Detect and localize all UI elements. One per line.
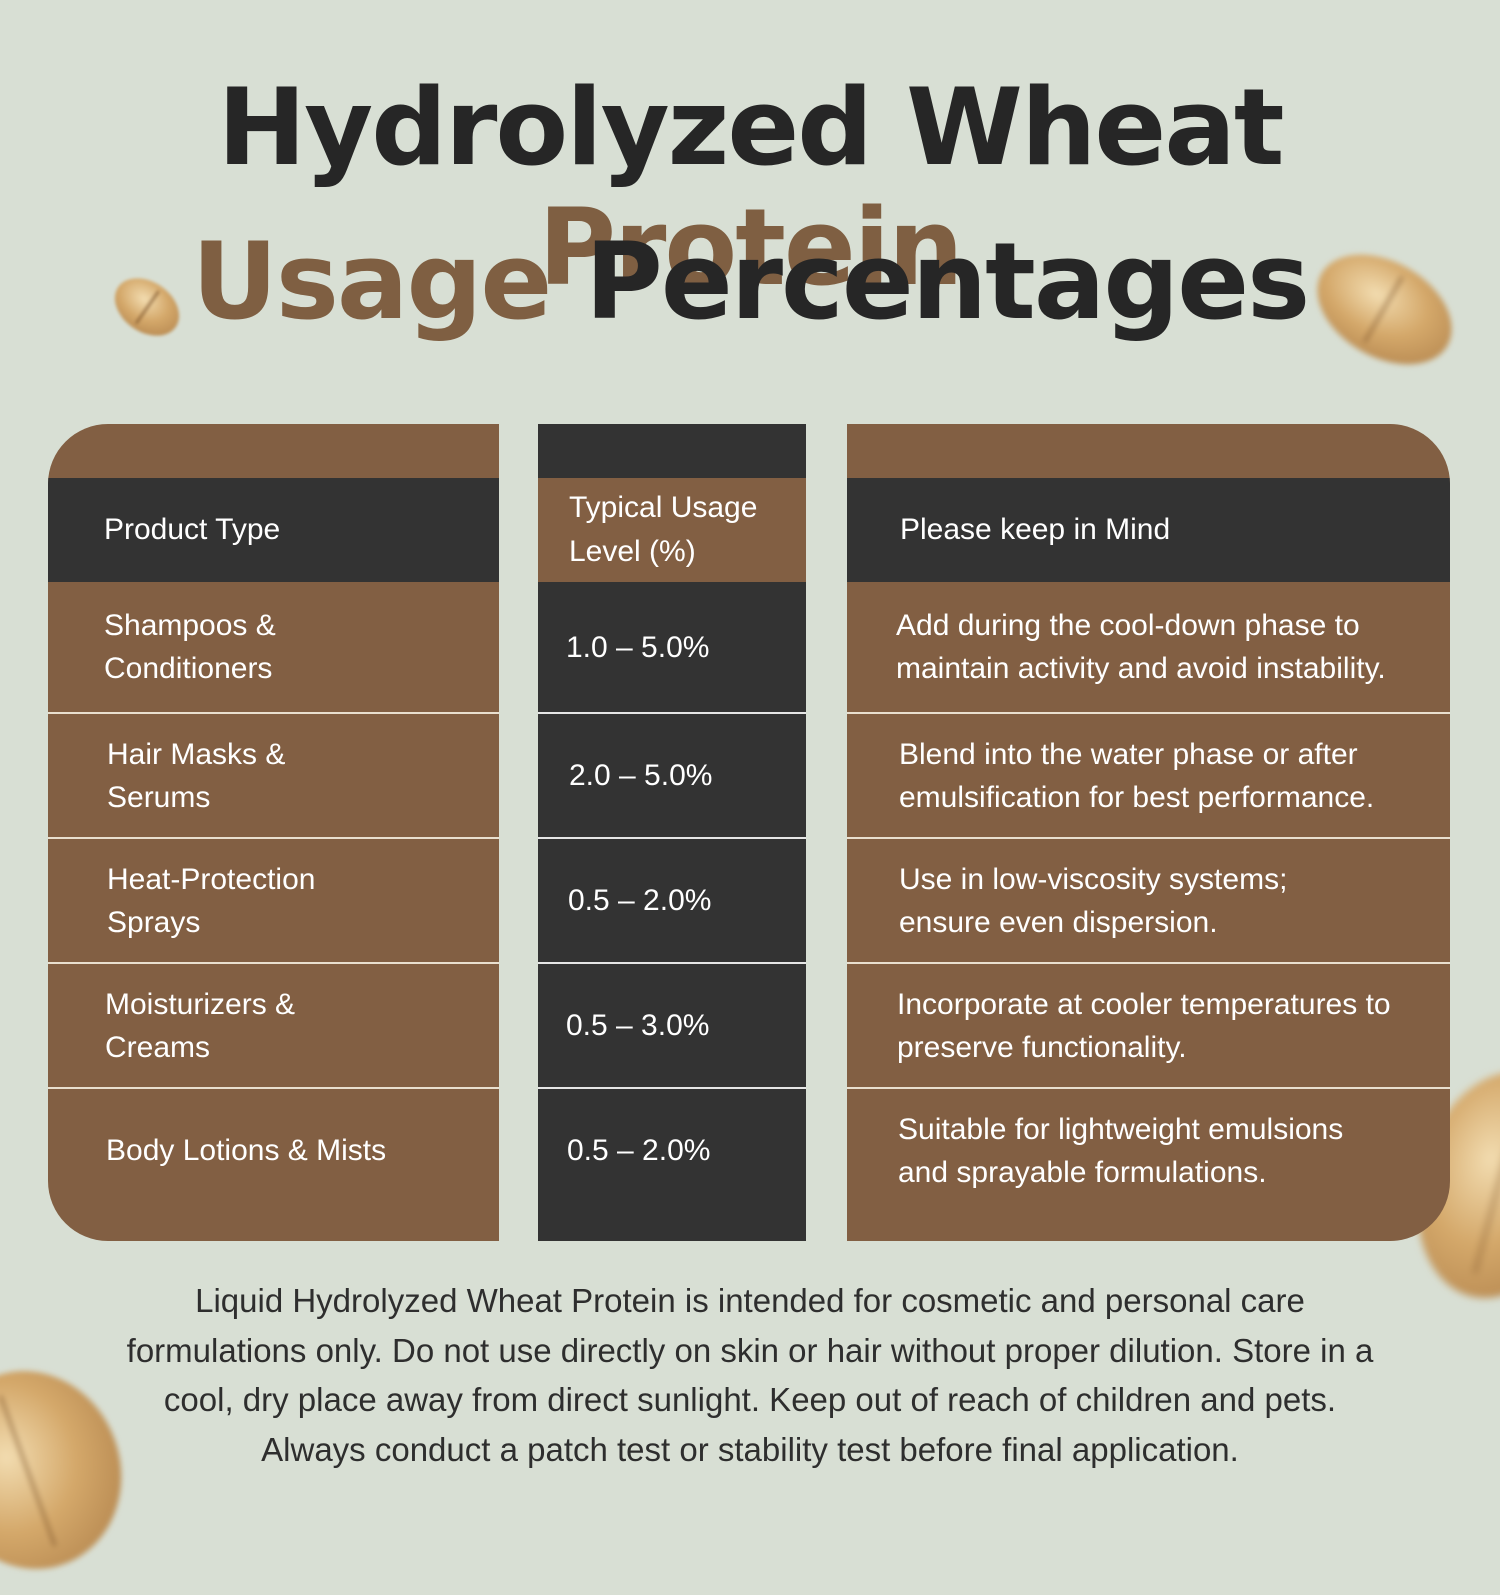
table-cell-usage: 2.0 – 5.0% [538, 712, 806, 837]
title-dark-text: Percentages [585, 220, 1310, 343]
table-cell-note: Suitable for lightweight emulsions and s… [847, 1087, 1450, 1212]
cell-text: 0.5 – 2.0% [567, 1134, 711, 1167]
table-cell-usage: 0.5 – 2.0% [538, 837, 806, 962]
disclaimer-line: Liquid Hydrolyzed Wheat Protein is inten… [195, 1282, 1305, 1319]
page-title-line1: Hydrolyzed Wheat Protein [0, 68, 1500, 308]
disclaimer: Liquid Hydrolyzed Wheat Protein is inten… [0, 1276, 1500, 1474]
title-accent-text: Usage [191, 220, 586, 343]
cell-text: Body Lotions & Mists [106, 1134, 387, 1167]
cell-text: 1.0 – 5.0% [566, 630, 710, 664]
cell-text: Shampoos & Conditioners [104, 609, 276, 685]
header-product-type: Product Type [48, 478, 499, 582]
header-please-keep-in-mind: Please keep in Mind [847, 478, 1450, 582]
header-label: Please keep in Mind [900, 513, 1171, 546]
cell-text: Heat-Protection Sprays [107, 862, 316, 939]
cell-text: Add during the cool-down phase to mainta… [896, 609, 1386, 685]
cell-text: 0.5 – 3.0% [566, 1009, 710, 1042]
header-usage-level: Typical Usage Level (%) [538, 478, 806, 582]
disclaimer-line: cool, dry place away from direct sunligh… [163, 1381, 1337, 1418]
table-cell-product: Body Lotions & Mists [48, 1087, 499, 1212]
product-type-column: Product Type Shampoos & Conditioners Hai… [48, 424, 499, 1241]
cell-text: Moisturizers & Creams [105, 987, 296, 1064]
table-cell-usage: 1.0 – 5.0% [538, 582, 806, 712]
table-cell-note: Incorporate at cooler temperatures to pr… [847, 962, 1450, 1087]
cell-text: 2.0 – 5.0% [569, 759, 713, 792]
table-cell-usage: 0.5 – 3.0% [538, 962, 806, 1087]
title-accent-text: Protein [538, 186, 963, 309]
table-cell-product: Moisturizers & Creams [48, 962, 499, 1087]
table-cell-note: Blend into the water phase or after emul… [847, 712, 1450, 837]
cell-text: Incorporate at cooler temperatures to pr… [897, 987, 1391, 1064]
table-cell-usage: 0.5 – 2.0% [538, 1087, 806, 1212]
cell-text: 0.5 – 2.0% [568, 884, 712, 917]
disclaimer-line: formulations only. Do not use directly o… [126, 1331, 1374, 1369]
cell-text: Hair Masks & Serums [107, 737, 286, 814]
table-cell-note: Use in low-viscosity systems; ensure eve… [847, 837, 1450, 962]
cell-text: Use in low-viscosity systems; ensure eve… [899, 862, 1288, 939]
notes-column: Please keep in Mind Add during the cool-… [847, 424, 1450, 1241]
usage-level-column: Typical Usage Level (%) 1.0 – 5.0% 2.0 –… [538, 424, 806, 1241]
disclaimer-line: Always conduct a patch test or stability… [261, 1430, 1239, 1468]
table-cell-note: Add during the cool-down phase to mainta… [847, 582, 1450, 712]
table-cell-product: Shampoos & Conditioners [48, 582, 499, 712]
title-dark-text: Hydrolyzed Wheat [217, 66, 1284, 189]
cell-text: Blend into the water phase or after emul… [899, 737, 1375, 814]
header-label: Product Type [104, 513, 281, 546]
cell-text: Suitable for lightweight emulsions and s… [898, 1112, 1344, 1189]
header-label: Typical Usage Level (%) [569, 491, 758, 568]
page-title-line2: Usage Percentages [0, 222, 1500, 342]
table-cell-product: Hair Masks & Serums [48, 712, 499, 837]
table-cell-product: Heat-Protection Sprays [48, 837, 499, 962]
